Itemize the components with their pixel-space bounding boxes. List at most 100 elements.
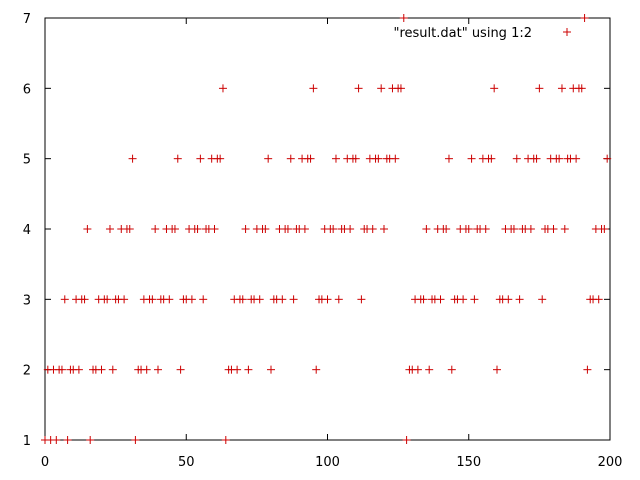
data-point: [493, 365, 501, 374]
data-point: [264, 154, 273, 163]
data-point: [63, 436, 72, 444]
data-point: [74, 365, 83, 374]
data-point: [603, 154, 612, 163]
data-point: [538, 295, 547, 304]
data-point: [241, 225, 250, 233]
data-point: [419, 295, 428, 304]
data-point: [422, 225, 431, 233]
data-point: [368, 225, 377, 233]
data-point: [413, 365, 422, 374]
data-point: [391, 154, 400, 163]
data-point: [289, 295, 298, 304]
data-point: [334, 295, 343, 304]
y-tick-label: 7: [23, 12, 31, 27]
data-point: [97, 365, 106, 374]
data-point: [357, 295, 366, 304]
data-point: [170, 225, 179, 233]
data-point: [86, 436, 95, 444]
data-point: [487, 154, 496, 163]
y-tick-label: 3: [23, 293, 31, 308]
data-point: [312, 365, 321, 374]
data-point: [193, 225, 202, 233]
data-point: [464, 225, 473, 233]
data-point: [594, 295, 603, 304]
data-point: [165, 295, 174, 304]
data-point: [52, 436, 61, 444]
data-point: [467, 154, 476, 163]
data-point: [173, 154, 182, 163]
data-point: [80, 295, 89, 304]
legend: "result.dat" using 1:2: [394, 26, 571, 41]
data-point: [323, 295, 332, 304]
data-point: [83, 225, 92, 233]
data-point: [447, 365, 456, 374]
data-point: [535, 84, 544, 93]
data-point: [354, 84, 363, 93]
data-point: [402, 436, 411, 444]
data-point: [425, 365, 434, 374]
data-point: [459, 295, 468, 304]
data-point: [509, 225, 518, 233]
data-point: [218, 84, 227, 93]
axis-tick-labels: 0 50 100 150 200 1 2 3 4 5 6 7: [23, 12, 623, 470]
data-point: [399, 14, 408, 22]
data-point: [108, 365, 117, 374]
data-point: [515, 295, 524, 304]
data-point: [120, 295, 129, 304]
data-point: [278, 295, 287, 304]
y-tick-label: 1: [23, 434, 31, 449]
data-point: [267, 365, 275, 374]
data-point: [300, 225, 309, 233]
data-point: [306, 154, 315, 163]
data-point: [396, 84, 405, 93]
data-point: [244, 365, 253, 374]
data-point: [142, 365, 151, 374]
data-point: [470, 295, 479, 304]
y-tick-label: 5: [23, 153, 31, 168]
data-point: [105, 225, 114, 233]
data-point: [154, 365, 162, 374]
data-point: [600, 225, 609, 233]
data-point: [261, 225, 270, 233]
data-point: [580, 14, 589, 22]
y-tick-label: 2: [23, 364, 31, 379]
data-point: [60, 295, 69, 304]
y-tick-label: 4: [23, 223, 31, 238]
data-point: [210, 225, 219, 233]
data-point: [128, 154, 137, 163]
data-point: [526, 225, 535, 233]
data-point: [255, 295, 264, 304]
data-point: [436, 295, 445, 304]
data-point: [329, 225, 338, 233]
data-point: [555, 154, 564, 163]
legend-marker-symbol: [563, 28, 571, 36]
data-point: [283, 225, 292, 233]
x-tick-label: 150: [456, 455, 481, 470]
data-point: [557, 84, 566, 93]
data-point: [151, 225, 160, 233]
x-tick-label: 50: [178, 455, 195, 470]
data-point: [103, 295, 112, 304]
data-point: [504, 295, 513, 304]
data-point: [216, 154, 225, 163]
data-point: [57, 365, 66, 374]
data-point: [196, 154, 205, 163]
x-tick-label: 100: [315, 455, 340, 470]
data-points: [41, 14, 612, 444]
data-point: [377, 84, 386, 93]
x-tick-label: 200: [598, 455, 623, 470]
data-point: [532, 154, 541, 163]
data-point: [331, 154, 340, 163]
data-point: [238, 295, 247, 304]
data-point: [549, 225, 558, 233]
data-point: [346, 225, 355, 233]
data-point: [481, 225, 490, 233]
data-point: [131, 436, 140, 444]
data-point: [577, 84, 586, 93]
legend-label: "result.dat" using 1:2: [394, 26, 533, 41]
data-point: [442, 225, 451, 233]
x-tick-label: 0: [41, 455, 49, 470]
legend-marker: [563, 28, 571, 36]
data-point: [148, 295, 157, 304]
